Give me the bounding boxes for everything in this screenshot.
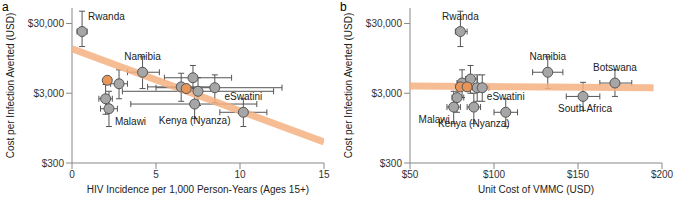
svg-text:Namibia: Namibia xyxy=(124,51,161,62)
html-text:a: a xyxy=(2,0,9,14)
svg-text:Rwanda: Rwanda xyxy=(88,11,125,22)
html-text:b: b xyxy=(340,0,347,14)
svg-text:$30,000: $30,000 xyxy=(28,18,65,29)
svg-text:Unit Cost of VMMC (USD): Unit Cost of VMMC (USD) xyxy=(478,184,594,195)
svg-text:Cost per Infection Averted (US: Cost per Infection Averted (USD) xyxy=(8,13,16,158)
svg-text:15: 15 xyxy=(318,169,330,180)
svg-text:Malawi: Malawi xyxy=(418,114,450,126)
svg-text:Malawi: Malawi xyxy=(115,116,146,127)
svg-text:$50: $50 xyxy=(402,169,419,180)
svg-text:Namibia: Namibia xyxy=(529,51,566,62)
svg-text:eSwatini: eSwatini xyxy=(224,91,262,102)
svg-text:Rwanda: Rwanda xyxy=(442,11,479,22)
svg-text:$200: $200 xyxy=(651,169,668,180)
svg-text:Botswana: Botswana xyxy=(593,62,637,73)
svg-text:5: 5 xyxy=(153,169,159,180)
svg-text:$300: $300 xyxy=(380,158,403,169)
svg-text:0: 0 xyxy=(69,169,75,180)
svg-text:South Africa: South Africa xyxy=(558,103,612,114)
svg-text:$150: $150 xyxy=(567,169,590,180)
svg-text:$3,000: $3,000 xyxy=(371,88,402,99)
svg-text:$300: $300 xyxy=(42,158,65,169)
svg-text:$30,000: $30,000 xyxy=(366,18,403,29)
svg-text:HIV Incidence per 1,000 Person: HIV Incidence per 1,000 Person-Years (Ag… xyxy=(87,184,309,195)
svg-text:$3,000: $3,000 xyxy=(33,88,64,99)
svg-text:Kenya (Nyanza): Kenya (Nyanza) xyxy=(438,118,510,129)
svg-text:10: 10 xyxy=(234,169,246,180)
svg-text:Kenya (Nyanza): Kenya (Nyanza) xyxy=(159,115,231,126)
svg-text:eSwatini: eSwatini xyxy=(487,91,525,102)
svg-text:$100: $100 xyxy=(483,169,506,180)
svg-text:Cost per Infection Averted (US: Cost per Infection Averted (USD) xyxy=(343,13,354,158)
